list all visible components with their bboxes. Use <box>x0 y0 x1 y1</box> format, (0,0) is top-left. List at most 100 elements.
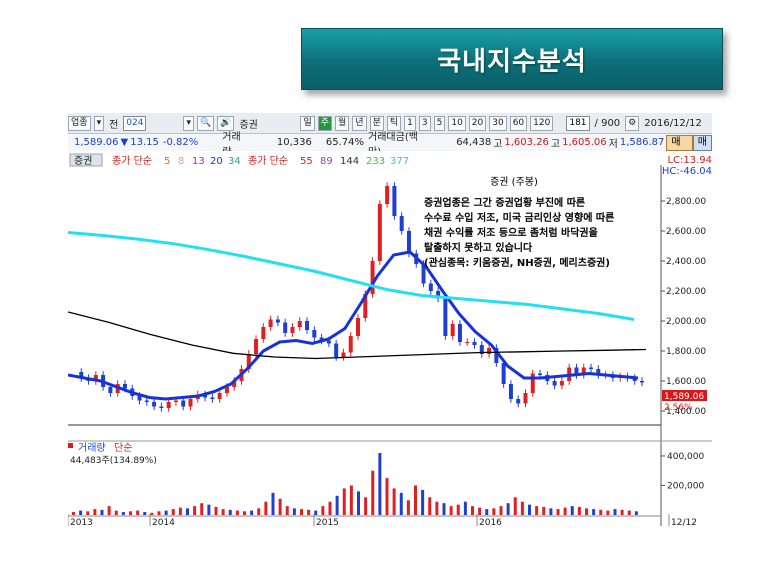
volume-bar <box>221 509 225 515</box>
volume-bar <box>378 453 382 515</box>
candle-body <box>166 402 171 408</box>
volume-bar <box>364 497 368 515</box>
interval-5[interactable]: 5 <box>433 115 446 131</box>
volume-bar <box>264 501 268 515</box>
interval-3[interactable]: 3 <box>418 115 431 131</box>
volume-bar <box>271 492 275 515</box>
legend-ma-5: 5 <box>164 156 170 167</box>
volume-bar <box>243 511 246 515</box>
volume-bar <box>414 485 417 515</box>
amount-value: 64,438 <box>456 137 492 148</box>
volume-bar <box>136 510 140 515</box>
volume-bar <box>228 509 232 515</box>
sell-button[interactable]: 매 <box>692 134 712 151</box>
candle-body <box>457 324 462 342</box>
code-input[interactable]: 024 <box>123 115 147 131</box>
candle-body <box>348 336 353 353</box>
period-tab-day[interactable]: 일 <box>300 115 315 131</box>
buy-button[interactable]: 매수 <box>666 134 693 162</box>
candle-body <box>297 321 302 327</box>
stock-name: 증권 <box>239 119 258 131</box>
volume-bar <box>207 504 211 515</box>
volume-bar <box>178 507 182 515</box>
annotation-line-2: 수수료 수입 저조, 미국 금리인상 영향에 따른 <box>424 211 614 224</box>
info-bar: 1,589.06 ▼ 13.15 -0.82% 거래량 10,336 65.74… <box>68 132 712 162</box>
volume-bar <box>478 507 482 515</box>
candle-body <box>254 339 259 354</box>
candle-body <box>305 321 310 330</box>
volume-bar <box>385 478 389 515</box>
volume-bar <box>79 510 83 515</box>
candle-body <box>275 319 280 323</box>
volume-bar <box>406 500 410 515</box>
price-chart: 증권 종가 단순 5 8 13 20 34 종가 단순 55 89 144 23… <box>68 151 712 526</box>
volume-bar <box>449 506 453 515</box>
volume-bar <box>200 503 204 515</box>
annotation-line-1: 증권업종은 그간 증권업황 부진에 따른 <box>424 196 585 209</box>
period-tab-month[interactable]: 월 <box>335 115 350 131</box>
volume-bar <box>592 509 596 515</box>
volume-bar <box>585 508 588 515</box>
y-tick-label: 2,600.00 <box>666 227 706 237</box>
volume-bar <box>235 510 239 515</box>
interval-120[interactable]: 120 <box>530 115 554 131</box>
volume-bar <box>606 510 610 515</box>
candle-body <box>479 345 484 354</box>
legend-ma-377: 377 <box>390 156 409 167</box>
candle-body <box>93 375 98 381</box>
candle-body <box>472 342 477 345</box>
volume-bar <box>634 511 638 515</box>
low2-label: 저 <box>608 139 618 150</box>
high-value: 1,603.26 <box>504 137 549 148</box>
count-input[interactable]: 181 <box>566 115 590 131</box>
dropdown-icon[interactable]: ▾ <box>183 115 195 131</box>
volume-bar <box>549 508 553 515</box>
search-icon[interactable]: 🔍 <box>197 115 215 131</box>
candle-body <box>436 291 441 299</box>
y-tick-label: 2,000.00 <box>666 317 706 327</box>
interval-60[interactable]: 60 <box>509 115 528 131</box>
annotation-line-5: (관심종목: 키움증권, NH증권, 메리츠증권) <box>424 256 610 269</box>
chevron-down-icon[interactable]: ▾ <box>93 115 105 131</box>
volume-bar <box>107 506 111 515</box>
market-select[interactable]: 업종 <box>68 115 91 131</box>
interval-10[interactable]: 10 <box>448 115 466 131</box>
volume-bar <box>171 509 175 515</box>
volume-bar <box>121 512 125 515</box>
volume-bar <box>164 510 168 515</box>
period-tab-week[interactable]: 주 <box>317 115 333 131</box>
period-tab-year[interactable]: 년 <box>352 115 367 131</box>
interval-1[interactable]: 1 <box>404 115 416 131</box>
volume-bar <box>421 489 425 515</box>
candle-body <box>210 397 215 399</box>
volume-bar <box>150 512 154 515</box>
speaker-icon[interactable]: 🔊 <box>217 115 235 131</box>
annotation-line-3: 채권 수익률 저조 등으로 좀처럼 바닥권을 <box>424 226 598 239</box>
volume-bar <box>528 504 531 515</box>
volume-bar <box>335 495 339 515</box>
candle-body <box>173 400 178 402</box>
x-tick-label: 2015 <box>316 518 339 526</box>
period-tab-minute[interactable]: 분 <box>369 115 384 131</box>
settings-icon[interactable]: ⚙ <box>625 115 640 131</box>
candle-body <box>494 348 499 363</box>
interval-30[interactable]: 30 <box>489 115 507 131</box>
volume-bar <box>535 506 539 515</box>
candle-body <box>326 340 331 344</box>
volume-bar <box>349 485 353 515</box>
title-banner: 국내지수분석 <box>301 28 723 90</box>
volume-bar <box>463 501 467 515</box>
change-value: 13.15 <box>130 137 159 148</box>
candle-body <box>122 384 127 389</box>
period-tab-tick[interactable]: 틱 <box>386 115 402 131</box>
volume-bar <box>371 470 375 515</box>
volume-bar <box>93 509 97 515</box>
candle-body <box>290 327 295 333</box>
interval-20[interactable]: 20 <box>468 115 487 131</box>
volume-bars <box>72 453 638 515</box>
volume-bar <box>328 501 332 515</box>
y-tick-label: 1,400.00 <box>666 407 706 417</box>
legend-ma-233: 233 <box>366 156 385 167</box>
change-arrow: ▼ <box>120 137 129 148</box>
volume-bar <box>485 509 489 515</box>
